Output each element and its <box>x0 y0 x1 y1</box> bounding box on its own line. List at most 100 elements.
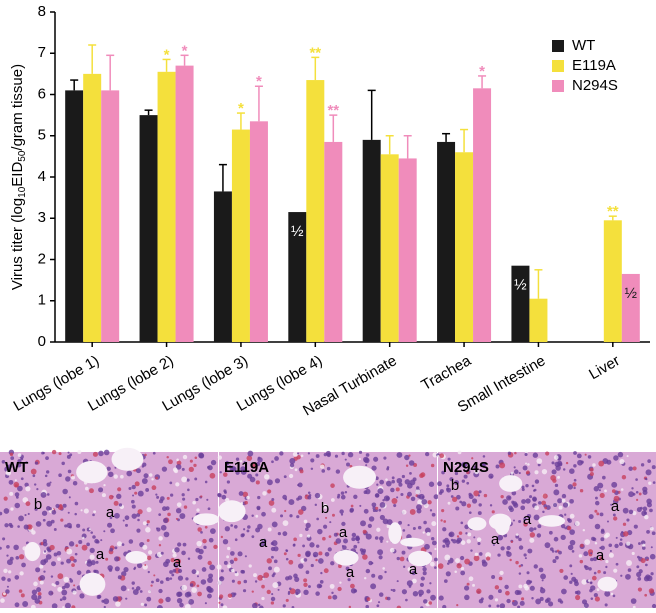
cell <box>247 525 251 529</box>
cell <box>600 537 605 542</box>
cell <box>182 497 186 501</box>
cell <box>246 529 250 533</box>
cell <box>170 493 174 497</box>
cell <box>554 483 559 488</box>
cell <box>349 464 353 468</box>
cell <box>65 476 71 482</box>
cell <box>590 581 593 584</box>
bar <box>362 139 381 342</box>
cell <box>186 478 190 482</box>
cell <box>404 479 411 485</box>
cell <box>15 495 19 499</box>
cell <box>351 532 357 538</box>
cell <box>570 572 573 575</box>
cell <box>579 489 584 493</box>
cell <box>196 575 200 578</box>
cell <box>0 598 5 603</box>
cell <box>271 460 274 464</box>
cell <box>651 465 656 470</box>
cell <box>360 520 366 527</box>
cell <box>277 532 281 536</box>
cell <box>246 495 250 500</box>
cell <box>492 543 495 546</box>
cell <box>62 596 67 601</box>
cell <box>441 470 445 475</box>
cell <box>533 514 540 521</box>
cell <box>237 551 243 557</box>
cell <box>95 540 100 544</box>
cell <box>476 537 482 542</box>
cell <box>73 584 76 587</box>
cell <box>233 557 238 562</box>
cell <box>175 464 182 470</box>
cell <box>240 533 245 538</box>
cell <box>146 520 150 524</box>
bar <box>455 152 474 342</box>
cell <box>8 570 12 574</box>
cell <box>201 567 207 572</box>
cell <box>339 533 343 537</box>
cell <box>518 519 522 523</box>
cell <box>375 506 379 510</box>
cell <box>20 593 25 598</box>
air-space <box>400 537 425 547</box>
cell <box>600 545 605 551</box>
cell <box>230 524 234 527</box>
panel-title: N294S <box>443 459 489 476</box>
cell <box>321 469 326 473</box>
y-label-sub: 10 <box>17 186 28 198</box>
cell <box>374 536 379 540</box>
cell <box>113 474 118 479</box>
cell <box>460 566 465 571</box>
cell <box>174 563 179 568</box>
cell <box>53 528 57 531</box>
cell <box>418 589 424 596</box>
cell <box>402 529 406 532</box>
cell <box>288 587 292 590</box>
cell <box>16 462 22 468</box>
cell <box>573 464 577 468</box>
cell <box>632 466 637 471</box>
cell <box>63 576 70 583</box>
cell <box>21 562 26 568</box>
cell <box>303 558 308 562</box>
cell <box>322 536 326 541</box>
cell <box>520 563 524 567</box>
cell <box>379 502 386 508</box>
cell <box>330 498 335 502</box>
cell <box>89 488 94 494</box>
cell <box>409 509 416 515</box>
cell <box>478 490 482 494</box>
cell <box>382 518 389 525</box>
cell <box>423 599 428 604</box>
cell <box>544 598 549 603</box>
cell <box>444 554 451 561</box>
bar <box>306 80 325 342</box>
cell <box>340 494 346 500</box>
cell <box>428 481 435 487</box>
cell <box>55 503 60 509</box>
cell <box>297 553 301 558</box>
cell <box>2 592 6 596</box>
cell <box>549 547 554 551</box>
cell <box>246 455 253 461</box>
cell <box>247 473 253 479</box>
cell <box>513 469 519 475</box>
cell <box>233 592 237 596</box>
cell <box>36 587 42 593</box>
cell <box>453 462 457 466</box>
cell <box>58 452 62 456</box>
cell <box>242 589 247 593</box>
cell <box>626 560 633 567</box>
cell <box>650 572 654 576</box>
cell <box>569 580 573 584</box>
cell <box>158 536 163 541</box>
cell <box>182 454 188 460</box>
cell <box>327 595 332 600</box>
bar <box>231 129 250 342</box>
cell <box>227 546 231 551</box>
cell <box>307 491 311 494</box>
cell <box>621 475 627 480</box>
cell <box>395 487 400 492</box>
cell <box>505 590 510 596</box>
